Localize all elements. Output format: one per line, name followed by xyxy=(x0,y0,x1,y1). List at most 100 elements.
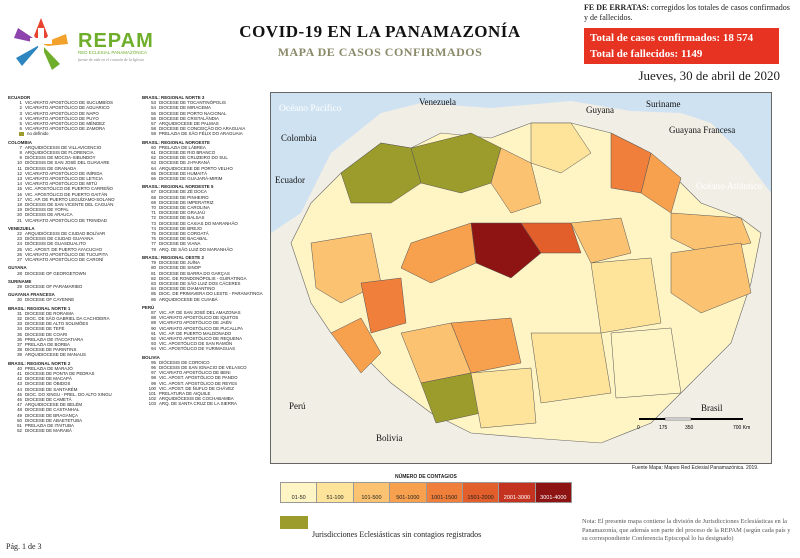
jurisdiction-number: 1 xyxy=(19,100,22,106)
jurisdiction-item: 38 DIOCESE DE PARINTINS xyxy=(8,347,143,352)
label-brasil: Brasil xyxy=(701,403,723,413)
section-heading: PERÚ xyxy=(142,304,155,310)
jurisdiction-list-left: ECUADOR 1 VICARIATO APOSTÓLICO DE SUCUMBÍO… xyxy=(8,92,143,433)
jurisdiction-number: 29 xyxy=(17,283,22,289)
jurisdiction-name: DIOCESE DE TOCANTINÓPOLIS xyxy=(159,100,226,106)
jurisdiction-name: VIC. APOSTÓLICO DE SAN RAMÓN xyxy=(159,341,233,347)
jurisdiction-number: 5 xyxy=(19,121,22,127)
repam-logo-icon xyxy=(14,18,68,70)
jurisdiction-item: 62 DIOCESE DE CRUZEIRO DO SUL xyxy=(142,155,277,160)
jurisdiction-number: 15 xyxy=(17,186,22,192)
jurisdiction-item: 3 VICARIATO APOSTÓLICO DE NAPO xyxy=(8,111,143,116)
region-xingu xyxy=(590,257,662,334)
jurisdiction-name: DIOCESE DE COARI xyxy=(25,331,68,337)
jurisdiction-item: 35 DIOCESE DE COARI xyxy=(8,332,143,337)
no-cases-label: Jurisdicciones Eclesiásticas sin contagi… xyxy=(312,530,482,539)
jurisdiction-number: 48 xyxy=(17,407,22,413)
jurisdiction-name: VICARIATO APOSTÓLICO DE AGUARICO xyxy=(25,105,110,111)
jurisdiction-name: DIÓCESIS DE SAN VICENTE DEL CAGUÁN xyxy=(25,202,114,208)
jurisdiction-number: 39 xyxy=(17,352,22,358)
jurisdiction-name: DIOCESE DE ÓBIDOS xyxy=(25,381,71,387)
jurisdiction-number: 54 xyxy=(151,105,156,111)
jurisdiction-name: DIOC. DE PRIMAVERA DO LESTE - PARANATING… xyxy=(159,291,263,297)
jurisdiction-number: 47 xyxy=(17,402,22,408)
jurisdiction-number: 24 xyxy=(17,241,22,247)
jurisdiction-item: 48 DIOCESE DE CASTANHAL xyxy=(8,407,143,412)
jurisdiction-name: DIOCESE DE BRAGANÇA xyxy=(25,412,78,418)
jurisdiction-number: 63 xyxy=(151,160,156,166)
jurisdiction-name: DIÓCESIS DE GRANADA xyxy=(25,165,77,171)
jurisdiction-number: 49 xyxy=(17,412,22,418)
jurisdiction-item: 7 ARQUIDIÓCESIS DE VILLAVICENCIO xyxy=(8,145,143,150)
jurisdiction-name: DIOCESE DE VIANA xyxy=(159,241,201,247)
jurisdiction-number: 6 xyxy=(19,126,22,132)
jurisdiction-number: 17 xyxy=(17,196,22,202)
jurisdiction-item: 81 DIOCESE DE BARRA DO GARÇAS xyxy=(142,271,277,276)
jurisdiction-name: DIOCESE DE PORTO NACIONAL xyxy=(159,110,227,116)
jurisdiction-name: VICARIATO APOSTÓLICO DE ZAMORA xyxy=(25,126,106,132)
jurisdiction-number: 90 xyxy=(151,325,156,331)
region-santarem xyxy=(570,217,632,264)
jurisdiction-number: 44 xyxy=(17,386,22,392)
jurisdiction-item: 46 DIOCESE DE CAMETÁ xyxy=(8,397,143,402)
jurisdiction-item: 66 DIOCESE DE GUAJARÁ-MIRIM xyxy=(142,176,277,181)
jurisdiction-name: DIOCESE DE CASTANHAL xyxy=(25,407,80,413)
jurisdiction-number: 46 xyxy=(17,396,22,402)
jurisdiction-name: ARQUIDIOCESE DE MANAUS xyxy=(25,352,86,358)
jurisdiction-item: 88 VICARIATO APOSTÓLICO DE IQUITOS xyxy=(142,315,277,320)
jurisdiction-name: VICARIATO APOSTÓLICO DE TUCUPITA xyxy=(25,251,108,257)
undefined-swatch xyxy=(19,132,24,137)
label-bolivia: Bolivia xyxy=(376,433,403,443)
jurisdiction-item: 53 DIOCESE DE TOCANTINÓPOLIS xyxy=(142,100,277,105)
jurisdiction-name: DIOCESE OF PARAMARIBO xyxy=(25,283,83,289)
jurisdiction-item: 59 PRELAZIA DE SÃO FÉLIX DO ARAGUAIA xyxy=(142,131,277,136)
jurisdiction-name: ARQUIDIÓCESIS DE FLORENCIA xyxy=(25,150,94,156)
jurisdiction-number: 7 xyxy=(19,144,22,150)
logo-name: REPAM xyxy=(78,30,154,52)
jurisdiction-name: DIÓCESIS DE YOPAL xyxy=(25,207,69,213)
jurisdiction-name: DIOC. DE RONDONÓPOLIS - GUIRATINGA xyxy=(159,275,247,281)
jurisdiction-item: 2 VICARIATO APOSTÓLICO DE AGUARICO xyxy=(8,105,143,110)
jurisdiction-name: DIOC. DO XINGU - PREL. DO ALTO XINGU xyxy=(25,391,112,397)
jurisdiction-item: 77 DIOCESE DE VIANA xyxy=(142,241,277,246)
label-suriname: Suriname xyxy=(646,99,681,109)
jurisdiction-item: 84 DIOCESE DE DIAMANTINO xyxy=(142,286,277,291)
jurisdiction-name: PRELAZIA DE ITACOATIARA xyxy=(25,336,84,342)
jurisdiction-item: 86 ARQUIDIOCESE DE CUIABÁ xyxy=(142,297,277,302)
jurisdiction-name: ARQUIDIOCESE DE PALMAS xyxy=(159,121,219,127)
section-heading: GUYANA xyxy=(8,265,27,271)
legend-title: NÚMERO DE CONTAGIOS xyxy=(395,474,457,480)
jurisdiction-item: 61 DIOCESE DE RIO BRANCO xyxy=(142,150,277,155)
jurisdiction-item: 29 DIOCESE OF PARAMARIBO xyxy=(8,284,143,289)
jurisdiction-name: DIOCESE DE JI-PARANÁ xyxy=(159,160,210,166)
jurisdiction-number: 55 xyxy=(151,110,156,116)
jurisdiction-item: 5 VICARIATO APOSTÓLICO DE MÉNDEZ xyxy=(8,121,143,126)
jurisdiction-number: 69 xyxy=(151,199,156,205)
jurisdiction-name: DIOCESE DE PINHEIRO xyxy=(159,194,209,200)
region-colombia-east xyxy=(340,142,422,204)
jurisdiction-item: 51 PRELAZIA DE ITAITUBA xyxy=(8,423,143,428)
jurisdiction-name: no definido xyxy=(27,131,49,137)
region-itacoatiara xyxy=(520,222,582,254)
jurisdiction-name: ARQUIDIÓCESIS DE CIUDAD BOLÍVAR xyxy=(25,231,106,237)
jurisdiction-number: 77 xyxy=(151,241,156,247)
jurisdiction-name: VICARIATO APOSTÓLICO DE SUCUMBÍOS xyxy=(25,100,113,106)
errata-label: FE DE ERRATAS: xyxy=(584,3,650,12)
jurisdiction-number: 100 xyxy=(148,385,156,391)
jurisdiction-name: DIÓCESIS DE MOCOA-SIBUNDOY xyxy=(25,155,96,161)
jurisdiction-name: DIOCESE DE SÃO LUIZ DOS CÁCERES xyxy=(159,280,241,286)
jurisdiction-number: 35 xyxy=(17,331,22,337)
jurisdiction-number: 67 xyxy=(151,189,156,195)
jurisdiction-number: 34 xyxy=(17,326,22,332)
scale-tick-3: 700 Km xyxy=(733,425,750,431)
jurisdiction-item: 63 DIOCESE DE JI-PARANÁ xyxy=(142,160,277,165)
jurisdiction-number: 4 xyxy=(19,115,22,121)
jurisdiction-name: VICARIATO APOSTÓLICO DE PUCALLPA xyxy=(159,325,243,331)
section-heading: VENEZUELA xyxy=(8,225,35,231)
section-heading: COLOMBIA xyxy=(8,139,32,145)
jurisdiction-name: DIOCESE DE DIAMANTINO xyxy=(159,286,215,292)
jurisdiction-number: 8 xyxy=(19,150,22,156)
jurisdiction-item: 60 PRELAZIA DE LÁBREA xyxy=(142,145,277,150)
jurisdiction-item: 65 DIOCESE DE HUMAITÁ xyxy=(142,171,277,176)
jurisdiction-number: 20 xyxy=(17,212,22,218)
